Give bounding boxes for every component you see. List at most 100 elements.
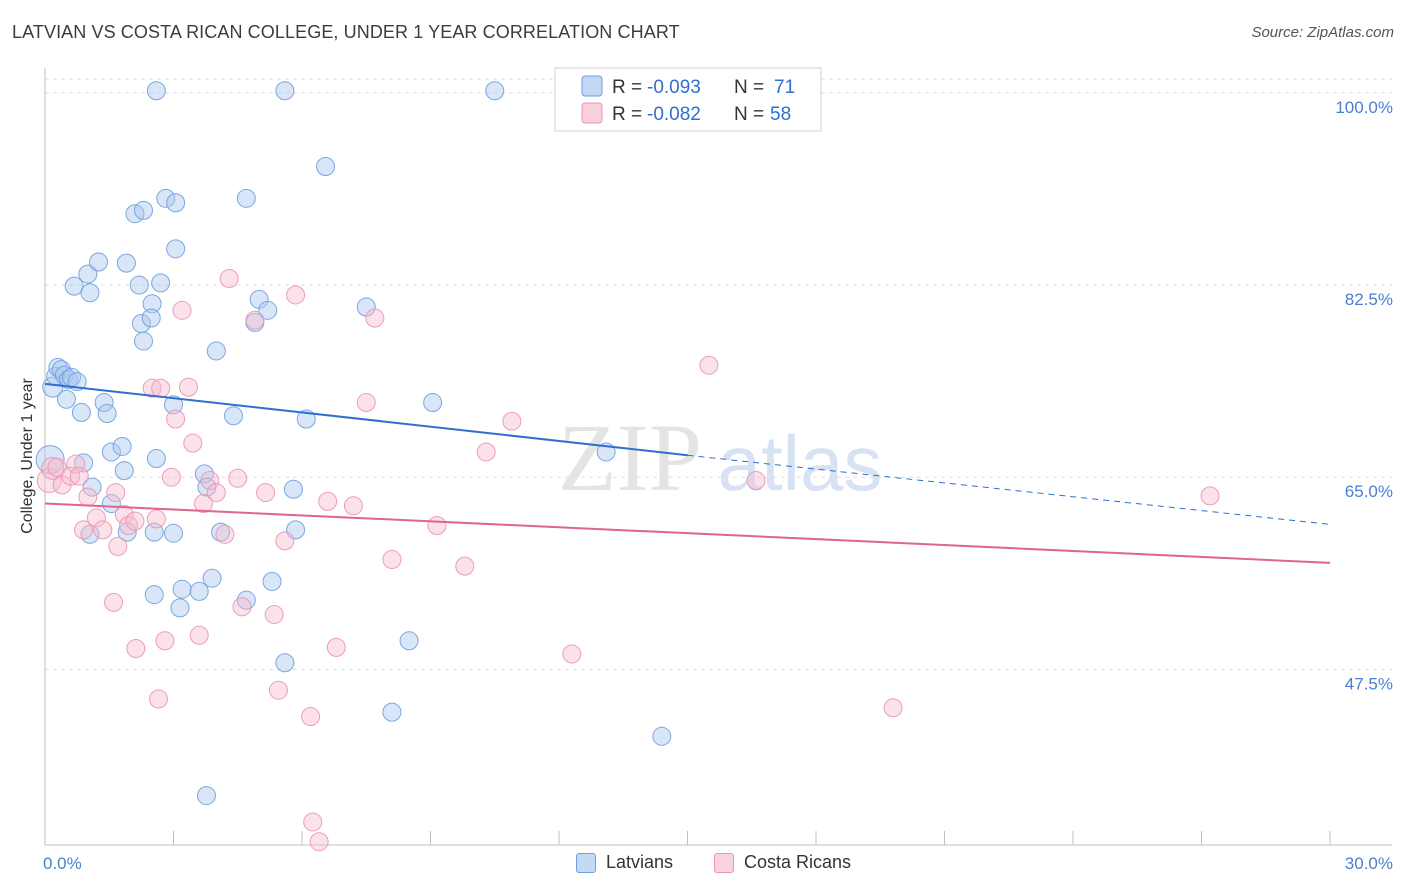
costa-rican-point	[326, 637, 346, 657]
costa-rican-point	[219, 268, 239, 288]
costa-rican-point	[309, 832, 329, 852]
latvian-point	[189, 581, 209, 601]
costa-rican-point	[502, 411, 522, 431]
costa-rican-point	[183, 433, 203, 453]
latvian-point	[166, 193, 186, 213]
latvian-point	[64, 276, 84, 296]
latvian-point	[144, 585, 164, 605]
costa-rican-point	[166, 409, 186, 429]
latvian-point	[56, 389, 76, 409]
latvian-point	[164, 523, 183, 543]
costa-rican-point	[151, 378, 171, 398]
latvian-point	[146, 81, 166, 101]
costa-rican-point	[427, 516, 447, 536]
latvian-point	[382, 702, 402, 722]
latvian-point	[283, 479, 303, 499]
legend-label-costa-ricans: Costa Ricans	[744, 852, 852, 872]
costa-rican-point	[256, 483, 276, 503]
costa-rican-point	[286, 285, 306, 305]
latvian-point	[114, 461, 134, 481]
costa-rican-point	[343, 496, 363, 516]
latvian-point	[172, 579, 192, 599]
latvian-point	[151, 273, 171, 293]
costa-rican-point	[365, 308, 385, 328]
series-legend: Latvians Costa Ricans	[0, 852, 1406, 878]
costa-rican-point	[161, 467, 181, 487]
costa-rican-point	[699, 355, 719, 375]
costa-rican-point	[232, 597, 252, 617]
latvian-point	[78, 264, 98, 284]
y-tick-label: 47.5%	[1345, 674, 1393, 693]
axes	[44, 68, 1392, 846]
latvian-point	[116, 253, 136, 273]
costa-rican-point	[562, 644, 582, 664]
latvian-point	[258, 300, 278, 320]
costa-rican-point	[275, 531, 295, 551]
legend-n-label-latvians: N =	[734, 77, 764, 98]
costa-rican-point	[883, 698, 903, 718]
legend-r-value-costa-ricans: -0.082	[647, 104, 701, 125]
latvian-point	[129, 275, 149, 295]
legend-r-value-latvians: -0.093	[647, 77, 701, 98]
latvian-point	[48, 357, 68, 377]
costa-rican-point	[746, 470, 766, 490]
latvian-point	[275, 81, 295, 101]
latvian-point	[275, 653, 295, 673]
tick-labels: 100.0% 82.5% 65.0% 47.5% 0.0% 30.0%	[43, 98, 1393, 873]
costa-rican-point	[114, 505, 134, 525]
costa-rican-point	[47, 457, 67, 477]
source-credit: Source: ZipAtlas.com	[1251, 24, 1394, 41]
latvian-point	[236, 188, 256, 208]
costa-rican-point	[86, 508, 106, 528]
latvian-point	[202, 568, 222, 588]
x-tick-label-right: 30.0%	[1345, 854, 1393, 873]
y-tick-label: 65.0%	[1345, 482, 1393, 501]
latvian-point	[223, 406, 243, 426]
legend-n-value-costa-ricans: 58	[770, 104, 791, 125]
latvian-point	[316, 156, 336, 176]
latvian-point	[71, 402, 91, 422]
latvian-point	[94, 393, 114, 413]
costa-rican-point	[382, 550, 402, 570]
costa-rican-point	[455, 556, 475, 576]
costa-rican-point	[476, 442, 496, 462]
costa-rican-point	[69, 466, 89, 486]
costa-rican-point	[268, 680, 288, 700]
latvians-trend-extension	[687, 454, 1331, 525]
legend-item-latvians[interactable]: Latvians	[576, 852, 673, 873]
latvian-point	[652, 726, 672, 746]
costa-rican-point	[125, 511, 145, 531]
costa-rican-point	[93, 520, 113, 540]
costa-rican-point	[149, 689, 169, 709]
costa-rican-point	[78, 487, 98, 507]
costa-rican-point	[200, 470, 220, 490]
watermark-atlas: atlas	[718, 419, 883, 507]
costa-ricans-trend-line	[44, 502, 1331, 564]
latvian-point	[141, 308, 161, 328]
costa-rican-point	[178, 377, 198, 397]
latvian-point	[42, 376, 64, 398]
costa-rican-point	[189, 625, 209, 645]
latvian-point	[134, 331, 154, 351]
costa-rican-point	[155, 631, 175, 651]
costa-rican-point	[66, 454, 86, 474]
costa-rican-point	[318, 491, 338, 511]
latvian-point	[101, 494, 121, 514]
latvian-point	[399, 631, 419, 651]
legend-item-costa-ricans[interactable]: Costa Ricans	[714, 852, 851, 873]
legend-swatch-costa-ricans	[581, 102, 603, 124]
latvians-trend-line	[44, 382, 688, 457]
latvian-point	[101, 442, 121, 462]
legend-n-value-latvians: 71	[774, 77, 795, 98]
latvian-point	[206, 341, 226, 361]
latvian-point	[166, 239, 186, 259]
costa-rican-point	[104, 592, 124, 612]
latvian-point	[170, 598, 190, 618]
latvian-point	[156, 188, 176, 208]
latvian-point	[112, 436, 132, 456]
latvian-point	[82, 477, 102, 497]
x-tick-label-left: 0.0%	[43, 854, 82, 873]
costa-rican-point	[303, 812, 323, 832]
chart-title: LATVIAN VS COSTA RICAN COLLEGE, UNDER 1 …	[12, 22, 680, 42]
costa-rican-point	[193, 494, 213, 514]
